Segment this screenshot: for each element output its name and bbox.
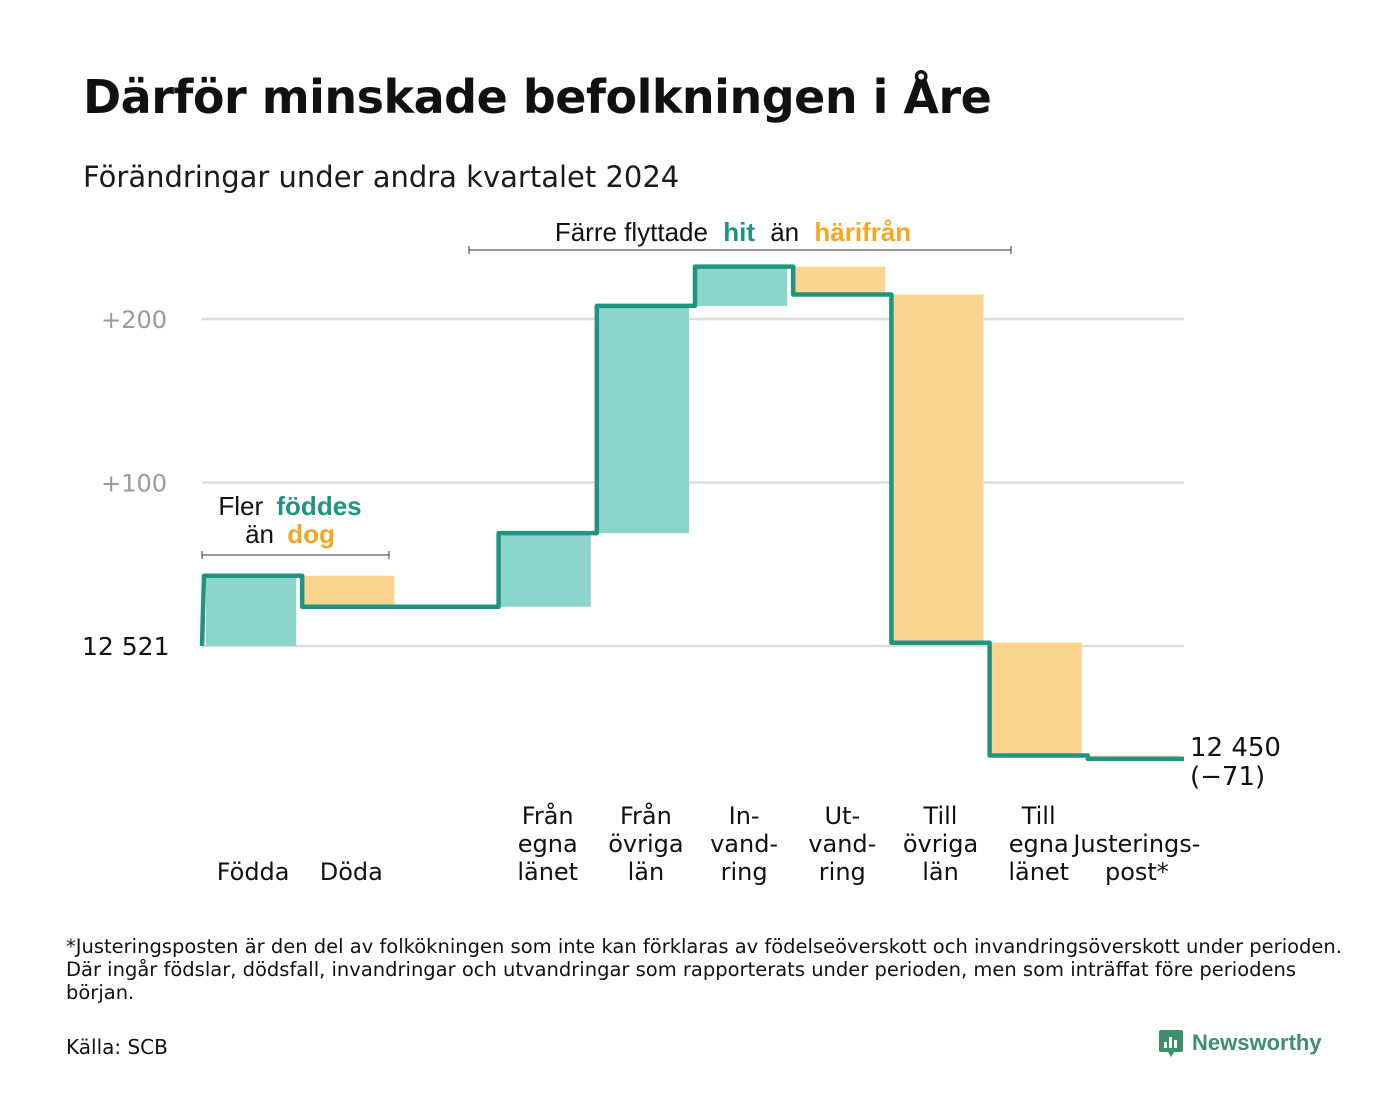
category-label: Justerings- [1071,830,1200,858]
births-annotation-text-2: än [245,519,274,549]
waterfall-bar [697,266,788,306]
y-tick-label: +200 [101,306,167,334]
cumulative-step-line [199,264,1184,762]
category-label: vand- [808,830,876,858]
category-label: Ut- [824,802,860,830]
births-annotation-highlight-2: dog [287,519,335,549]
category-label: post* [1105,858,1169,886]
migration-annotation-text: Färre flyttade [555,217,708,247]
waterfall-bar [991,642,1082,756]
waterfall-bar [206,575,297,646]
migration-annotation-highlight-harifran: härifrån [814,217,911,247]
waterfall-bar [598,305,689,534]
category-label: övriga [903,830,978,858]
category-label: Döda [320,858,383,886]
category-label: In- [729,802,760,830]
category-label: länet [517,858,578,886]
category-label: Födda [217,858,290,886]
svg-text:än dog: än dog [245,519,335,549]
category-label: egna [518,830,578,858]
source-note: Källa: SCB [66,1035,168,1059]
svg-text:Färre flyttade hit: Färre flyttade hit än härifrån [555,217,911,247]
category-label: Från [620,801,672,830]
waterfall-bar [304,575,395,607]
category-label: länet [1008,858,1069,886]
end-value-label: 12 450 [1190,733,1281,763]
waterfall-bar [500,533,591,607]
waterfall-bar [893,294,984,643]
brand-name: Newsworthy [1192,1030,1322,1055]
category-label: ring [819,858,866,886]
end-change-label: (−71) [1190,762,1265,792]
category-label: Från [522,801,574,830]
footnote: *Justeringsposten är den del av folkökni… [66,935,1342,1004]
bars-layer [206,266,1180,759]
y-tick-label: +100 [101,470,167,498]
line-layer [199,264,1184,762]
births-annotation-text: Fler [218,491,263,521]
brand-logo[interactable]: Newsworthy [1158,1028,1322,1058]
category-label: vand- [710,830,778,858]
start-value-label: 12 521 [82,632,169,661]
subtitle: Förändringar under andra kvartalet 2024 [83,160,680,194]
category-label: övriga [608,830,683,858]
waterfall-bar [795,266,886,295]
migration-annotation-text-2: än [770,217,799,247]
category-label: Till [1021,802,1056,830]
category-label: egna [1009,830,1069,858]
chart-bubble-icon [1159,1030,1183,1057]
migration-annotation-highlight-hit: hit [723,217,755,247]
births-annotation-highlight: föddes [276,491,361,521]
svg-text:Fler föddes: Fler föddes [218,491,361,521]
category-label: Till [923,802,958,830]
migration-annotation: Färre flyttade hit än härifrån [468,217,1012,254]
births-annotation: Fler föddes än dog [201,491,390,559]
category-label: ring [721,858,768,886]
page-title: Därför minskade befolkningen i Åre [83,70,992,124]
category-label: län [628,858,665,886]
category-label: län [922,858,959,886]
